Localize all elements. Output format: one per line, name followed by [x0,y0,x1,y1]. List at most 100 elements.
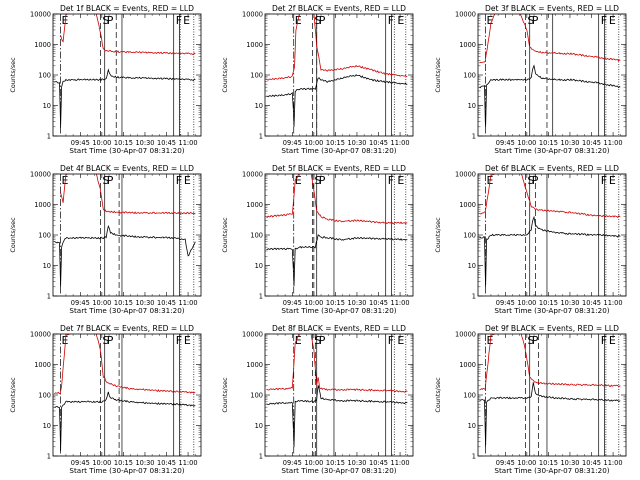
marker-letter-p: P [107,14,114,27]
x-tick-label: 09:45 [71,139,90,147]
x-tick-label: 10:45 [369,139,388,147]
panel-det-6: Det 6f BLACK = Events, RED = LLD Counts/s… [434,164,627,315]
y-tick-label: 1 [259,292,263,300]
y-tick-label: 1 [259,452,263,460]
x-tick-label: 10:00 [92,299,111,307]
y-tick-label: 1000 [246,361,263,369]
marker-letter-p: P [532,174,539,187]
y-axis-label: Counts/sec [9,377,17,413]
marker-letter-e: E [61,334,68,347]
marker-letter-s: S [102,14,109,27]
y-tick-label: 1000 [459,361,476,369]
series-group [479,174,621,287]
plot-frame [264,173,414,297]
series-group [266,334,408,448]
marker-letter-p: P [319,174,326,187]
x-axis-label: Start Time (30-Apr-07 08:31:20) [281,306,396,315]
x-tick-label: 10:00 [304,299,323,307]
x-axis-label: Start Time (30-Apr-07 08:31:20) [281,466,396,475]
x-tick-label: 10:30 [135,139,154,147]
x-tick-label: 10:00 [92,139,111,147]
x-tick-label: 10:15 [114,299,133,307]
marker-letter-e: E [609,334,616,347]
y-tick-label: 10 [255,422,263,430]
panel-title: Det 3f BLACK = Events, RED = LLD [485,4,619,13]
marker-letter-s: S [527,174,534,187]
x-tick-label: 10:30 [347,139,366,147]
marker-letter-e: E [184,334,191,347]
y-tick-label: 1000 [246,41,263,49]
y-tick-label: 100 [463,391,476,399]
x-tick-label: 10:15 [114,459,133,467]
events-series-line [54,224,196,287]
marker-letter-s: S [314,334,321,347]
y-tick-label: 10000 [455,170,476,178]
y-tick-label: 100 [463,231,476,239]
panel-det-4: Det 4f BLACK = Events, RED = LLD Counts/s… [9,164,202,315]
x-tick-label: 10:15 [326,459,345,467]
x-tick-label: 10:00 [92,459,111,467]
plot-frame [477,173,627,297]
x-tick-label: 11:00 [391,139,410,147]
series-group [479,334,621,447]
lld-series-line [479,174,621,219]
y-tick-label: 10 [255,102,263,110]
y-tick-label: 10 [43,262,51,270]
panel-det-5: Det 5f BLACK = Events, RED = LLD Counts/s… [221,164,414,315]
events-series-line [54,68,196,128]
plot-frame [52,333,202,457]
events-series-line [479,64,621,128]
x-tick-label: 10:00 [304,139,323,147]
series-group [54,334,196,451]
series-group [54,174,196,287]
x-tick-label: 10:45 [157,459,176,467]
x-axis-label: Start Time (30-Apr-07 08:31:20) [69,146,184,155]
panel-title: Det 4f BLACK = Events, RED = LLD [60,164,194,173]
plot-frame [477,333,627,457]
marker-letter-f: F [176,334,182,347]
x-axis-label: Start Time (30-Apr-07 08:31:20) [494,306,609,315]
y-axis-label: Counts/sec [434,377,442,413]
y-tick-label: 100 [250,231,263,239]
x-tick-label: 09:45 [283,139,302,147]
marker-letter-s: S [102,334,109,347]
y-tick-label: 10000 [455,10,476,18]
x-tick-label: 10:15 [539,299,558,307]
y-tick-label: 10000 [242,170,263,178]
x-tick-label: 09:45 [283,299,302,307]
events-series-line [54,391,196,451]
x-tick-label: 10:30 [135,299,154,307]
x-tick-label: 10:45 [582,139,601,147]
marker-letter-e: E [295,334,302,347]
marker-letter-f: F [176,174,182,187]
y-axis-label: Counts/sec [9,217,17,253]
x-tick-label: 10:15 [539,139,558,147]
marker-letter-f: F [388,174,394,187]
series-group [54,14,196,128]
panel-det-7: Det 7f BLACK = Events, RED = LLD Counts/s… [9,324,202,475]
panel-title: Det 6f BLACK = Events, RED = LLD [485,164,619,173]
marker-letter-f: F [388,334,394,347]
y-axis-label: Counts/sec [221,217,229,253]
x-tick-label: 10:00 [517,299,536,307]
y-tick-label: 10000 [30,330,51,338]
panel-title: Det 7f BLACK = Events, RED = LLD [60,324,194,333]
y-tick-label: 1 [259,132,263,140]
panel-title: Det 9f BLACK = Events, RED = LLD [485,324,619,333]
y-tick-label: 10000 [242,10,263,18]
lld-series-line [266,174,408,225]
x-axis-label: Start Time (30-Apr-07 08:31:20) [494,146,609,155]
lld-series-line [479,334,621,391]
x-tick-label: 10:30 [347,459,366,467]
events-series-line [266,385,408,448]
marker-letter-f: F [601,14,607,27]
x-tick-label: 10:30 [560,459,579,467]
x-tick-label: 11:00 [179,139,198,147]
marker-letter-f: F [176,14,182,27]
y-axis-label: Counts/sec [434,217,442,253]
x-tick-label: 10:15 [539,459,558,467]
x-tick-label: 11:00 [604,459,623,467]
marker-letter-e: E [609,174,616,187]
panel-det-9: Det 9f BLACK = Events, RED = LLD Counts/s… [434,324,627,475]
x-tick-label: 09:45 [496,139,515,147]
